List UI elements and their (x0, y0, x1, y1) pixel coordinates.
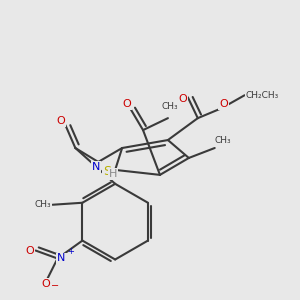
Text: N: N (92, 162, 100, 172)
Text: CH₃: CH₃ (34, 200, 51, 209)
Text: O: O (178, 94, 187, 104)
Text: CH₂CH₃: CH₂CH₃ (246, 91, 279, 100)
Text: O: O (25, 245, 34, 256)
Text: O: O (123, 99, 131, 109)
Text: O: O (56, 116, 65, 126)
Text: CH₃: CH₃ (162, 102, 178, 111)
Text: N: N (57, 254, 66, 263)
Text: S: S (103, 165, 111, 178)
Text: H: H (109, 169, 117, 179)
Text: −: − (52, 281, 60, 291)
Text: O: O (41, 279, 50, 290)
Text: +: + (67, 247, 74, 256)
Text: CH₃: CH₃ (214, 136, 231, 145)
Text: O: O (219, 99, 228, 109)
